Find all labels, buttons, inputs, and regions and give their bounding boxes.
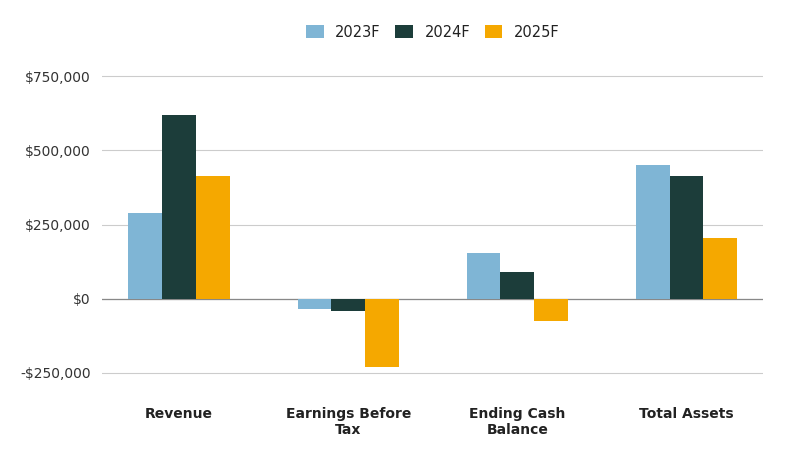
Legend: 2023F, 2024F, 2025F: 2023F, 2024F, 2025F	[301, 19, 565, 45]
Bar	[196, 175, 230, 299]
Bar	[501, 272, 534, 299]
Bar	[670, 175, 704, 299]
Bar	[297, 299, 331, 309]
Bar	[467, 253, 501, 299]
Bar	[128, 213, 162, 299]
Bar	[162, 115, 196, 299]
Bar	[636, 165, 670, 299]
Bar	[704, 238, 737, 299]
Bar	[331, 299, 365, 311]
Bar	[365, 299, 399, 367]
Bar	[534, 299, 568, 321]
